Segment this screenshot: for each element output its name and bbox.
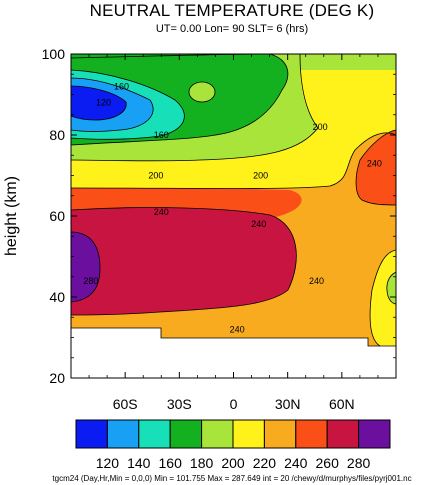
colorbar-label: 280 xyxy=(347,455,371,471)
x-tick-label: 30N xyxy=(275,396,301,412)
chart-title: NEUTRAL TEMPERATURE (DEG K) xyxy=(90,1,375,20)
colorbar-box xyxy=(75,419,108,449)
contour-label: 240 xyxy=(309,276,324,286)
colorbar-label: 180 xyxy=(190,455,214,471)
band-gt-280 xyxy=(71,232,100,302)
band-right-green xyxy=(386,272,396,304)
contour-lines xyxy=(71,54,396,347)
contour-label: 200 xyxy=(313,122,328,132)
colorbar-label: 160 xyxy=(159,455,183,471)
band-lt-120 xyxy=(71,86,127,120)
x-tick-label: 30S xyxy=(167,396,192,412)
band-200-220-right xyxy=(370,250,396,346)
contour-label: 240 xyxy=(251,219,266,229)
x-tick-label: 60N xyxy=(329,396,355,412)
colorbar-label: 120 xyxy=(96,455,120,471)
y-tick-label: 60 xyxy=(49,208,65,224)
colorbar-box xyxy=(295,419,328,449)
chart-subtitle: UT= 0.00 Lon= 90 SLT= 6 (hrs) xyxy=(156,23,308,35)
contour-label: 160 xyxy=(154,130,169,140)
colorbar-box xyxy=(358,419,391,449)
colorbar-box xyxy=(138,419,171,449)
y-tick-label: 100 xyxy=(42,46,66,62)
contour-label: 240 xyxy=(230,324,245,334)
colorbar-label: 200 xyxy=(221,455,245,471)
contour-label: 160 xyxy=(114,81,129,91)
colorbar-box xyxy=(326,419,360,449)
colorbar-box xyxy=(106,419,140,449)
colorbar-box xyxy=(232,419,265,449)
y-tick-label: 40 xyxy=(49,289,65,305)
colorbar-label: 140 xyxy=(127,455,151,471)
band-260-right xyxy=(356,130,396,205)
colorbar: 120 140 160 180 200 220 240 260 280 xyxy=(75,419,391,471)
y-tick-label: 20 xyxy=(49,370,65,386)
colorbar-label: 260 xyxy=(316,455,340,471)
axes: 60S 30S 0 30N 60N 20 40 60 80 100 xyxy=(42,46,396,412)
band-180-200-blob xyxy=(189,82,215,102)
band-260-280 xyxy=(71,207,297,315)
colorbar-label: 220 xyxy=(253,455,277,471)
contour-label: 240 xyxy=(154,207,169,217)
y-tick-label: 80 xyxy=(49,127,65,143)
colorbar-box xyxy=(263,419,297,449)
contour-label: 200 xyxy=(148,171,163,181)
contour-label: 200 xyxy=(253,171,268,181)
contour-label: 240 xyxy=(367,158,382,168)
contour-label: 280 xyxy=(83,276,98,286)
colorbar-box xyxy=(201,419,234,449)
footer-info: tgcm24 (Day,Hr,Min = 0,0,0) Min = 101.75… xyxy=(52,474,411,483)
colorbar-label: 240 xyxy=(284,455,308,471)
contour-label: 120 xyxy=(96,98,111,108)
x-tick-label: 60S xyxy=(113,396,138,412)
y-axis-label: height (km) xyxy=(3,176,20,256)
no-data-region xyxy=(71,328,396,378)
x-tick-label: 0 xyxy=(230,396,238,412)
colorbar-box xyxy=(169,419,203,449)
